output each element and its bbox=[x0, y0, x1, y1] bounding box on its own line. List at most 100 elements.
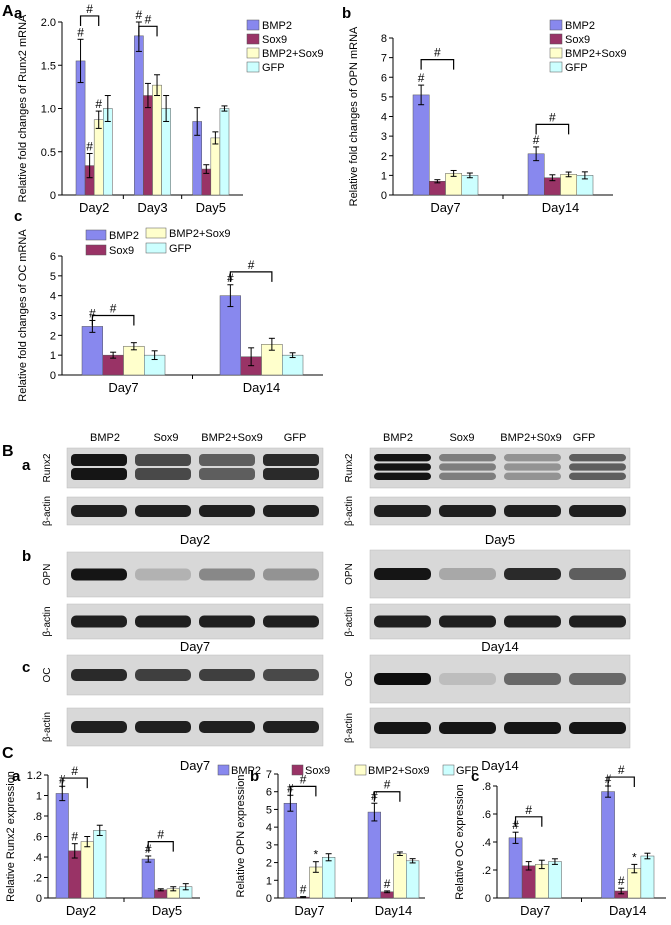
blot-row-label: β-actin bbox=[344, 606, 355, 636]
significance-mark: # bbox=[95, 97, 102, 111]
legend-Ab: BMP2 Sox9 BMP2+Sox9 GFP bbox=[549, 19, 626, 74]
bar-gfp bbox=[219, 108, 230, 196]
legend-swatch bbox=[246, 19, 260, 31]
blot-band bbox=[569, 673, 626, 685]
blot-Bc-left: c OC β-actin Day7 bbox=[22, 654, 324, 773]
bracket-mark: # bbox=[71, 764, 78, 778]
blot-band bbox=[263, 721, 319, 733]
blot-band bbox=[263, 669, 319, 681]
y-tick-label: 6 bbox=[50, 251, 56, 263]
bar-bmp2-sox9 bbox=[152, 84, 162, 196]
chart-Cb: b 0 1 2 3 4 5 6 7 Relative OPN expression Day7 Day1… bbox=[235, 768, 425, 918]
y-tick-label: 4 bbox=[50, 291, 56, 303]
y-tick-label: 7 bbox=[266, 769, 272, 781]
legend-swatch bbox=[549, 47, 563, 59]
legend-swatch bbox=[291, 764, 304, 776]
blot-band bbox=[374, 463, 431, 471]
blot-band bbox=[71, 721, 127, 733]
y-tick-label: 2 bbox=[50, 330, 56, 342]
blot-band bbox=[263, 615, 319, 628]
y-tick-label: 3 bbox=[50, 311, 56, 323]
panel-letter-Ab: b bbox=[342, 5, 351, 22]
significance-bracket bbox=[79, 15, 100, 26]
chart-Aa: a 0 0.5 1.0 1.5 2.0 Relative fold changes of R… bbox=[14, 2, 323, 215]
significance-mark: # bbox=[71, 830, 78, 844]
y-axis-label: Relative fold changes of OC mRNA bbox=[17, 229, 29, 402]
bracket-mark: # bbox=[549, 110, 556, 124]
y-tick-label: .4 bbox=[482, 837, 491, 849]
y-tick-label: 2 bbox=[381, 151, 387, 163]
blot-band bbox=[199, 669, 255, 681]
bar-gfp bbox=[322, 857, 336, 899]
legend-swatch bbox=[217, 764, 230, 776]
legend-swatch bbox=[246, 47, 260, 59]
x-tick-label: Day7 bbox=[520, 903, 550, 918]
blot-lane-label: BMP2 bbox=[383, 432, 413, 444]
blots-layer: a BMP2 Sox9 BMP2+Sox9 GFP Runx2 β-actin Day2 BMP… bbox=[22, 432, 631, 773]
x-tick-label: Day3 bbox=[137, 200, 167, 215]
blot-band bbox=[135, 721, 191, 733]
significance-bracket bbox=[607, 776, 635, 788]
significance-mark: # bbox=[300, 883, 307, 897]
bar-bmp2-sox9 bbox=[210, 137, 221, 196]
blot-band bbox=[569, 454, 626, 462]
significance-bracket bbox=[91, 314, 135, 326]
blot-band bbox=[439, 472, 496, 480]
chart-Ca: a 0 .2 .4 .6 .8 1 1.2 Relative Runx2 expression D… bbox=[5, 764, 200, 918]
bar-bmp2 bbox=[55, 793, 69, 899]
panel-letter-Cb: b bbox=[250, 768, 259, 785]
significance-mark: # bbox=[86, 139, 93, 153]
section-label-a: A bbox=[2, 3, 14, 20]
blot-band bbox=[439, 568, 496, 580]
significance-bracket bbox=[373, 791, 401, 802]
blot-band bbox=[374, 568, 431, 580]
significance-mark: # bbox=[136, 8, 143, 22]
blot-band bbox=[374, 472, 431, 480]
blot-row-label: OC bbox=[42, 668, 53, 683]
legend-label: BMP2+Sox9 bbox=[169, 228, 230, 240]
blot-band bbox=[71, 468, 127, 480]
blot-band bbox=[504, 505, 561, 517]
blot-band bbox=[199, 454, 255, 466]
y-tick-label: 4 bbox=[266, 822, 272, 834]
bar-bmp2-sox9 bbox=[560, 174, 577, 196]
legend-swatch bbox=[549, 33, 563, 45]
blot-band bbox=[374, 722, 431, 734]
significance-mark: # bbox=[89, 306, 96, 320]
y-axis-label: Relative fold changes of OPN mRNA bbox=[348, 26, 360, 206]
bracket-mark: # bbox=[434, 46, 441, 60]
y-tick-label: 0 bbox=[381, 190, 387, 202]
bar-bmp2 bbox=[134, 35, 144, 196]
y-tick-label: .2 bbox=[33, 873, 42, 885]
bar-bmp2 bbox=[412, 94, 430, 196]
blot-row-label: OPN bbox=[344, 563, 355, 585]
legend-label: BMP2+Sox9 bbox=[565, 48, 626, 60]
blot-band bbox=[569, 463, 626, 471]
blot-band bbox=[439, 673, 496, 685]
y-tick-label: 1 bbox=[266, 875, 272, 887]
blot-lane-label: BMP2+Sox9 bbox=[201, 432, 262, 444]
y-tick-label: 0 bbox=[485, 893, 491, 905]
blot-lane-label: GFP bbox=[573, 432, 596, 444]
significance-mark: # bbox=[533, 133, 540, 147]
blot-panel-letter: a bbox=[22, 457, 31, 474]
blot-band bbox=[569, 472, 626, 480]
x-tick-label: Day14 bbox=[609, 903, 647, 918]
bracket-mark: # bbox=[248, 258, 255, 272]
bar-bmp2-sox9 bbox=[393, 853, 407, 899]
bar-gfp bbox=[406, 860, 420, 899]
legend-label: GFP bbox=[456, 765, 479, 777]
blot-band bbox=[504, 615, 561, 628]
bar-gfp bbox=[640, 855, 655, 899]
bracket-mark: # bbox=[525, 803, 532, 817]
x-tick-label: Day7 bbox=[430, 200, 460, 215]
blot-row-label: OC bbox=[344, 672, 355, 687]
legend-label: Sox9 bbox=[565, 34, 590, 46]
y-tick-label: 1 bbox=[36, 791, 42, 803]
bar-bmp2 bbox=[219, 295, 241, 376]
x-tick-label: Day2 bbox=[79, 200, 109, 215]
y-tick-label: 1.5 bbox=[41, 60, 56, 72]
significance-mark: * bbox=[632, 850, 637, 864]
blot-Bb-right: OPN β-actin Day14 bbox=[344, 549, 631, 654]
legend-Aa: BMP2 Sox9 BMP2+Sox9 GFP bbox=[246, 19, 323, 74]
